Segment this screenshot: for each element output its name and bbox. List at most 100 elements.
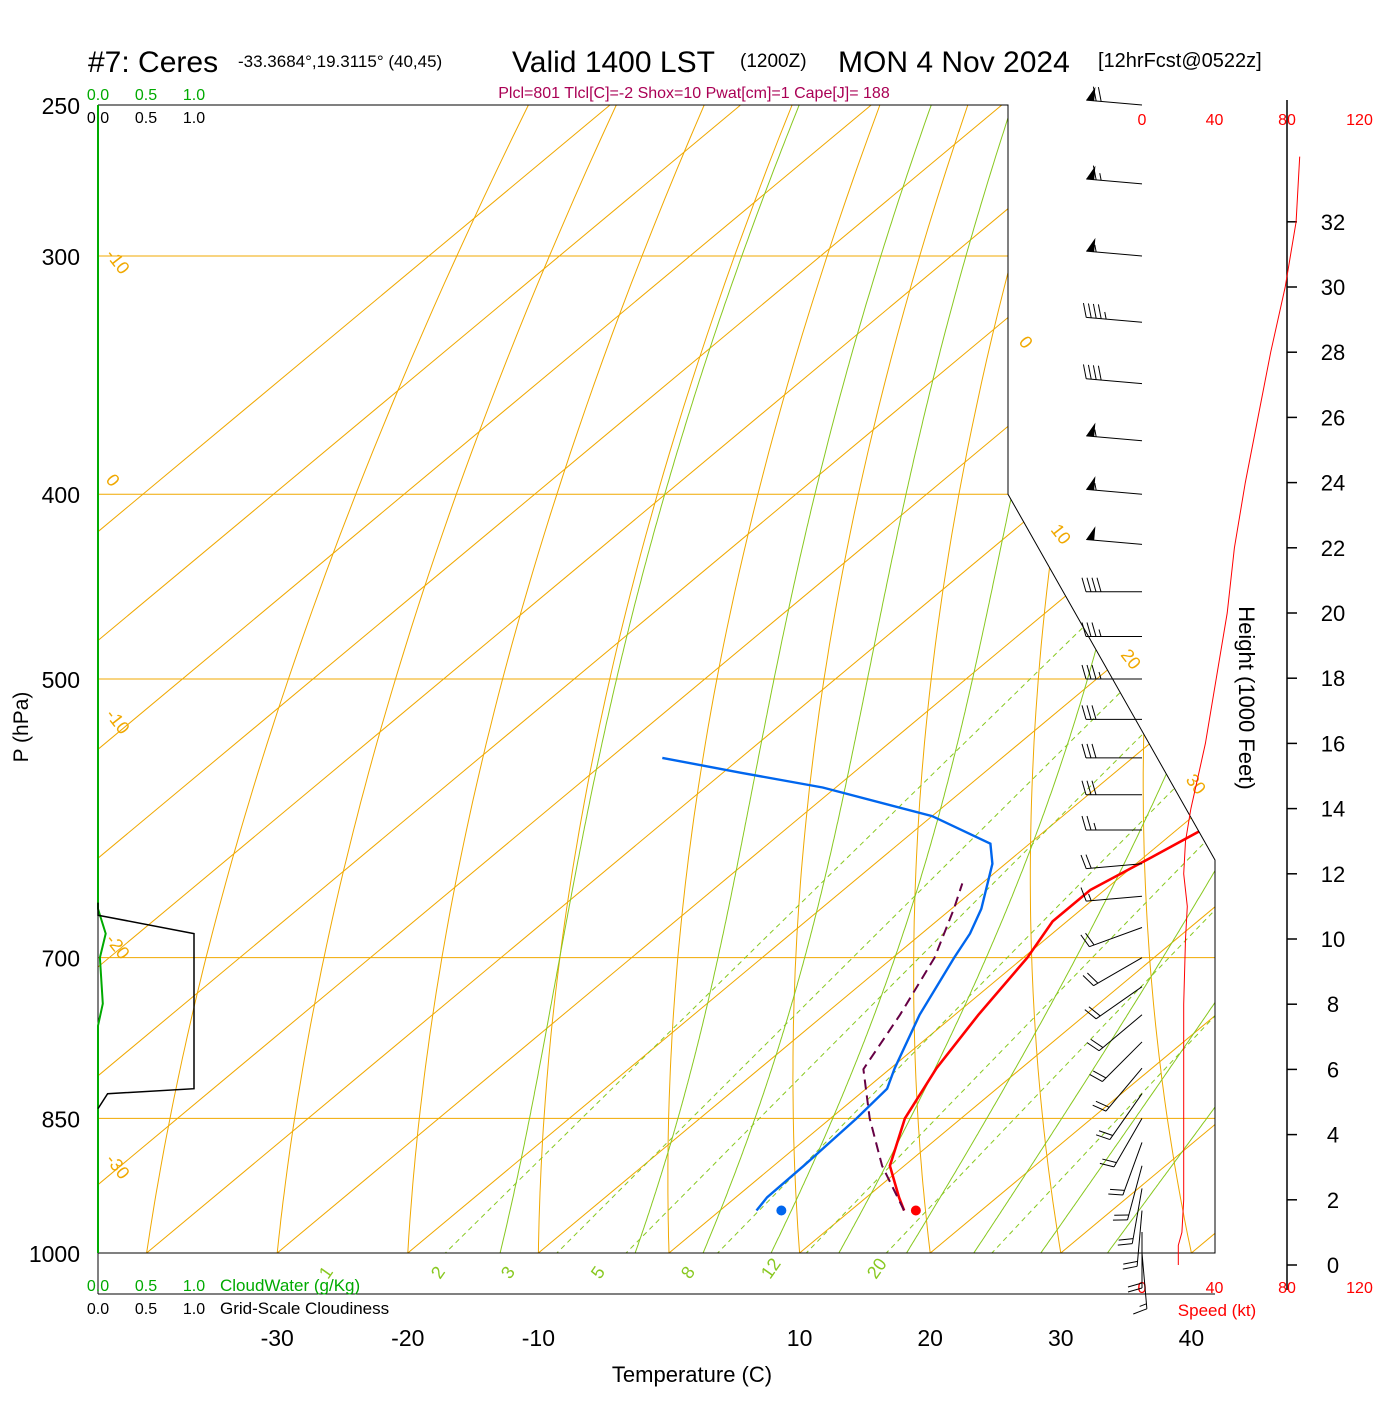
wind-barb-flag	[1087, 781, 1091, 795]
moist-adiabat	[816, 71, 1233, 1293]
wind-barb-flag	[1108, 1194, 1123, 1195]
speed-bottom-tick: 40	[1206, 1280, 1224, 1297]
height-tick-label: 14	[1321, 797, 1345, 822]
wind-barb-flag	[1082, 816, 1086, 830]
wind-barb-staff	[1086, 317, 1142, 322]
wind-barb-staff	[1086, 540, 1142, 545]
station-title: #7: Ceres	[88, 46, 218, 79]
wind-barb-half	[1095, 483, 1096, 490]
wind-barb	[1086, 526, 1142, 544]
wind-barb	[1083, 958, 1142, 986]
mixing-ratio-label: 20	[863, 1254, 891, 1282]
wind-barb	[1086, 87, 1142, 105]
wind-barb-half	[1095, 245, 1096, 252]
x-tick-label: -30	[261, 1325, 294, 1351]
mixing-ratio-label: 3	[497, 1263, 519, 1283]
valid-time: Valid 1400 LST	[512, 46, 715, 79]
wind-barb-flag	[1092, 705, 1096, 719]
cloud-water-label: CloudWater (g/Kg)	[220, 1276, 360, 1295]
wind-barb-flag	[1082, 744, 1086, 758]
height-tick-label: 30	[1321, 275, 1345, 300]
wind-barb-flag	[1088, 365, 1091, 379]
wind-barb-flag	[1083, 303, 1086, 317]
wind-barb-flag	[1087, 816, 1091, 830]
x-axis-title: Temperature (C)	[612, 1362, 772, 1387]
speed-axis-title: Speed (kt)	[1178, 1301, 1256, 1320]
wind-barb-flag	[1082, 705, 1086, 719]
wind-barb-flag	[1087, 705, 1091, 719]
wind-barb-flag	[1098, 366, 1101, 380]
wind-barb	[1086, 166, 1142, 184]
surface-dewpoint-dot	[776, 1206, 786, 1216]
wind-barb-pennant	[1086, 476, 1095, 490]
wind-barb-flag	[1092, 578, 1096, 592]
mixing-ratio-line	[404, 494, 1220, 1293]
speed-top-tick: 80	[1278, 112, 1296, 129]
wind-barb-staff	[1106, 1068, 1142, 1111]
wind-barb-half	[1094, 823, 1096, 830]
wind-barb-flag	[1087, 665, 1091, 679]
wind-barb-flag	[1092, 744, 1096, 758]
speed-top-tick: 40	[1206, 112, 1224, 129]
wind-barb-flag	[1082, 665, 1086, 679]
dry-adiabat	[914, 71, 1067, 1293]
wind-barb	[1082, 816, 1142, 830]
dry-adiabat	[1143, 71, 1240, 1293]
wind-barb-staff	[1086, 251, 1142, 256]
cloud-water-bottom-tick: 1.0	[183, 1278, 205, 1295]
wind-barb-flag	[1093, 365, 1096, 379]
dry-adiabat	[538, 71, 806, 1293]
valid-date: MON 4 Nov 2024	[838, 46, 1070, 79]
wind-barb-flag	[1110, 1189, 1125, 1190]
wind-barb	[1082, 705, 1142, 719]
temperature-profile	[890, 105, 1400, 1211]
wind-barb-flag	[1119, 1239, 1133, 1241]
wind-barb-flag	[1081, 855, 1086, 869]
isotherm-label: -10	[102, 245, 134, 278]
isotherm-label: -10	[102, 705, 134, 738]
wind-barb	[1086, 238, 1142, 256]
wind-barb-flag	[1099, 1131, 1113, 1136]
wind-barb-staff	[1094, 958, 1142, 986]
wind-barb	[1083, 364, 1142, 383]
cloudiness-bottom-tick: 0.5	[135, 1301, 157, 1318]
x-tick-label: 20	[917, 1325, 943, 1351]
wind-barb-flag	[1082, 623, 1086, 637]
cloud-water-bottom-tick: 0.0	[87, 1278, 109, 1295]
x-tick-label: 10	[787, 1325, 813, 1351]
wind-barb-flag	[1098, 87, 1101, 101]
height-tick-label: 6	[1327, 1057, 1339, 1082]
height-tick-label: 24	[1321, 471, 1345, 496]
speed-top-tick: 0	[1138, 112, 1147, 129]
wind-barb-staff	[1086, 379, 1142, 384]
height-tick-label: 32	[1321, 210, 1345, 235]
wind-barb-staff	[1128, 1166, 1142, 1220]
wind-barb-pennant	[1086, 526, 1095, 540]
cloudiness-top-tick: 1.0	[183, 110, 205, 127]
cloud-water-top-tick: 1.0	[183, 87, 205, 104]
dry-adiabat	[406, 71, 719, 1293]
wind-barb-staff	[1086, 179, 1142, 184]
dry-adiabat	[273, 71, 632, 1293]
wind-barb-flag	[1092, 665, 1096, 679]
wind-barb-flag	[1123, 1261, 1137, 1264]
wind-barb-flag	[1082, 578, 1086, 592]
wind-barb-flag	[1123, 1266, 1137, 1269]
dry-adiabat	[1030, 71, 1153, 1293]
height-axis-title: Height (1000 Feet)	[1234, 606, 1259, 789]
height-tick-label: 16	[1321, 731, 1345, 756]
cloudiness-bottom-tick: 1.0	[183, 1301, 205, 1318]
pressure-tick-label: 300	[42, 244, 80, 270]
valid-zulu: (1200Z)	[740, 51, 807, 72]
speed-bottom-tick: 80	[1278, 1280, 1296, 1297]
speed-bottom-tick: 120	[1346, 1280, 1373, 1297]
wind-barb-flag	[1083, 364, 1086, 378]
wind-barb	[1086, 423, 1142, 441]
x-tick-label: 30	[1048, 1325, 1074, 1351]
cloud-water-top-tick: 0.5	[135, 87, 157, 104]
speed-top-tick: 120	[1346, 112, 1373, 129]
cloudiness-label: Grid-Scale Cloudiness	[220, 1299, 389, 1318]
wind-barb-half	[1100, 173, 1101, 180]
x-tick-label: -10	[522, 1325, 555, 1351]
